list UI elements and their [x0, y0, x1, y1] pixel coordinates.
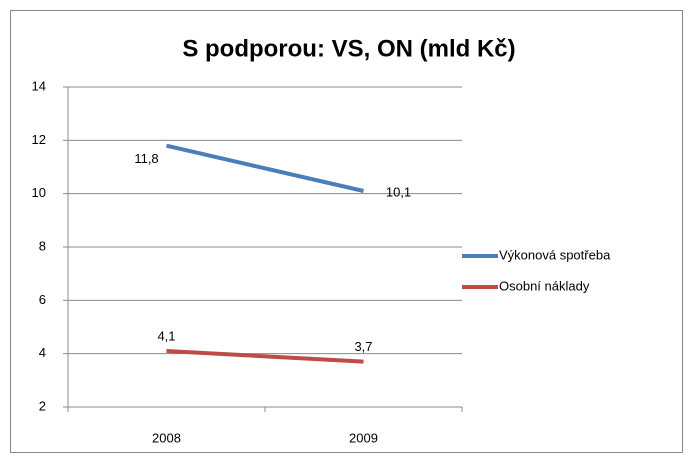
chart-frame	[10, 10, 683, 453]
y-tick-label: 14	[32, 78, 46, 93]
x-tick-label: 2009	[349, 430, 378, 445]
legend-label: Výkonová spotřeba	[499, 247, 611, 262]
y-tick-label: 4	[39, 345, 46, 360]
y-tick-label: 6	[39, 292, 46, 307]
data-label: 4,1	[157, 328, 175, 343]
y-tick-label: 12	[32, 132, 46, 147]
x-tick-label: 2008	[152, 430, 181, 445]
data-label: 3,7	[354, 339, 372, 354]
y-tick-label: 10	[32, 185, 46, 200]
series-line	[166, 349, 364, 364]
y-tick-label: 2	[39, 398, 46, 413]
y-tick-label: 8	[39, 238, 46, 253]
data-label: 10,1	[386, 184, 411, 199]
series-line	[166, 143, 364, 193]
chart-title: S podporou: VS, ON (mld Kč)	[182, 35, 515, 62]
data-label: 11,8	[134, 151, 158, 166]
legend-label: Osobní náklady	[499, 278, 590, 293]
